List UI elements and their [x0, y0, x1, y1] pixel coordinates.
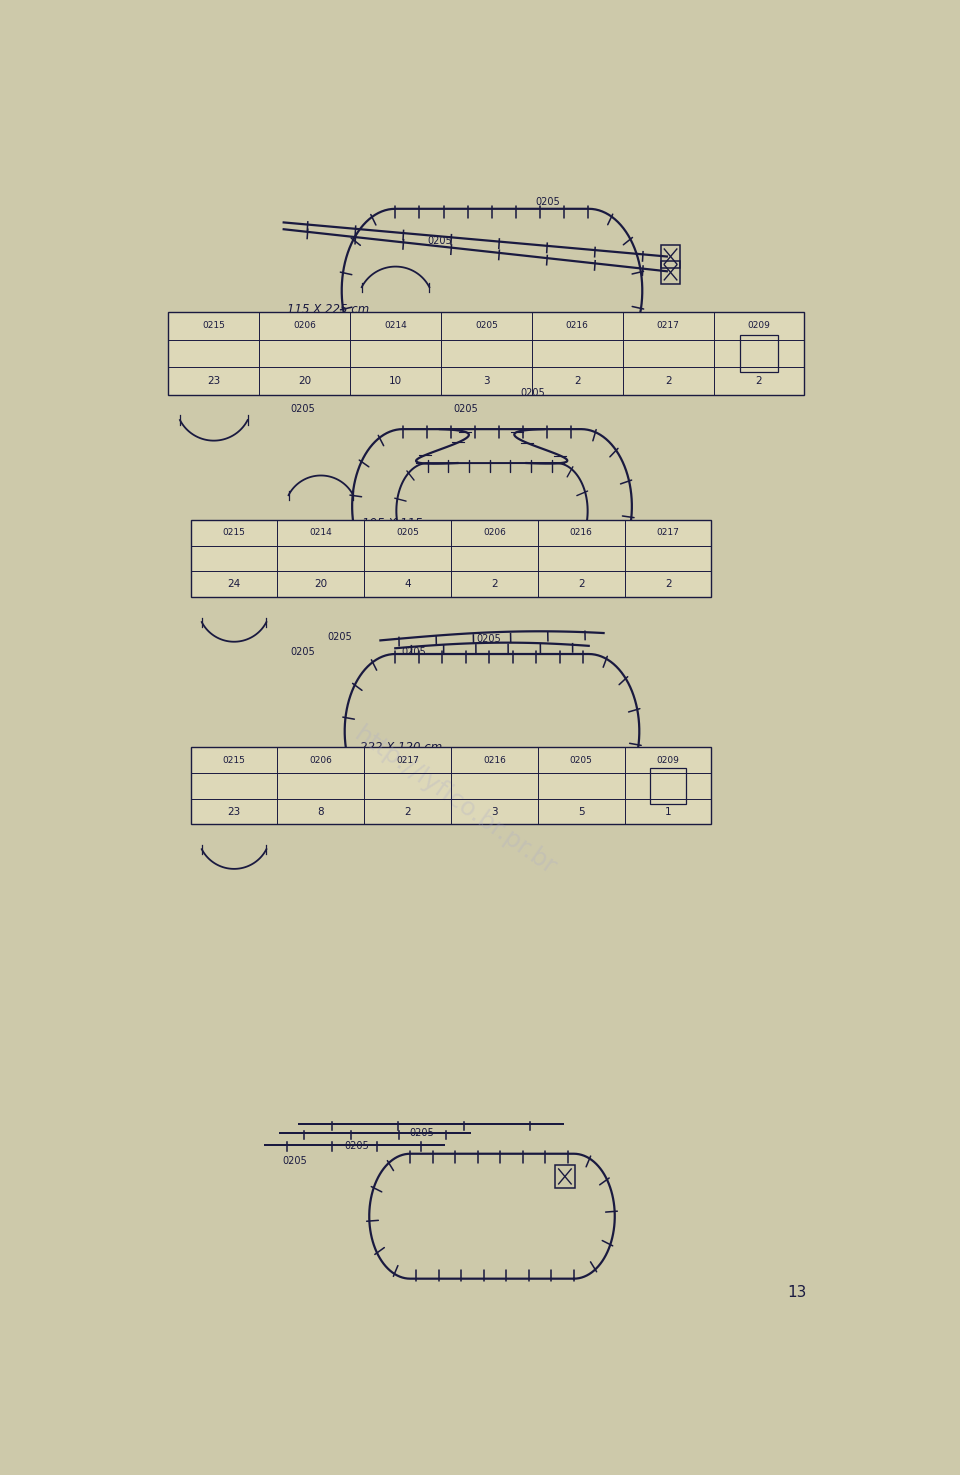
Text: 0209: 0209 [657, 755, 680, 764]
Text: 0206: 0206 [309, 755, 332, 764]
Bar [660, 245, 681, 268]
Text: 0205: 0205 [345, 1140, 369, 1150]
Text: 13: 13 [787, 1285, 806, 1299]
Text: 0205: 0205 [570, 755, 592, 764]
Text: 0205: 0205 [290, 646, 315, 656]
Bar [740, 335, 778, 373]
Bar [555, 1165, 575, 1187]
Bar [660, 261, 681, 283]
Text: 2: 2 [578, 580, 585, 590]
Text: 0205: 0205 [282, 1155, 307, 1165]
Text: 0214: 0214 [384, 322, 407, 330]
Text: 3: 3 [492, 807, 498, 817]
Text: 23: 23 [228, 807, 241, 817]
Text: 2: 2 [665, 376, 671, 386]
Text: 0205: 0205 [453, 404, 478, 413]
Text: 5: 5 [578, 807, 585, 817]
Text: 0206: 0206 [293, 322, 316, 330]
Text: 0205: 0205 [327, 631, 352, 642]
Text: 0209: 0209 [748, 322, 771, 330]
Text: 195 X 115 cm: 195 X 115 cm [362, 516, 444, 530]
Text: 0205: 0205 [475, 322, 498, 330]
Text: 2: 2 [404, 807, 411, 817]
Text: 20: 20 [314, 580, 327, 590]
Text: http://lyfico.br.pr.br: http://lyfico.br.pr.br [349, 723, 561, 881]
Text: 4: 4 [404, 580, 411, 590]
Text: 0205: 0205 [536, 198, 561, 206]
Text: 24: 24 [228, 580, 241, 590]
Text: 115 X 225 cm: 115 X 225 cm [287, 304, 370, 316]
Text: 0205: 0205 [396, 528, 420, 537]
Text: 0205: 0205 [409, 1128, 434, 1139]
Text: 1: 1 [664, 807, 671, 817]
Text: 0214: 0214 [309, 528, 332, 537]
Bar [650, 768, 686, 804]
Text: 23: 23 [207, 376, 221, 386]
Text: 0215: 0215 [203, 322, 226, 330]
Text: 222 X 120 cm.: 222 X 120 cm. [360, 740, 445, 754]
Text: 0206: 0206 [483, 528, 506, 537]
Text: 0205: 0205 [290, 404, 315, 413]
Text: 0205: 0205 [427, 236, 452, 246]
Text: 0216: 0216 [570, 528, 592, 537]
Text: 8: 8 [318, 807, 324, 817]
Text: 0217: 0217 [396, 755, 420, 764]
Text: 2: 2 [664, 580, 671, 590]
Text: 0215: 0215 [223, 755, 246, 764]
Bar [168, 313, 804, 395]
Text: 3: 3 [483, 376, 490, 386]
Text: 2: 2 [574, 376, 581, 386]
Text: 0205: 0205 [401, 646, 426, 656]
Bar [191, 521, 711, 597]
Text: 2: 2 [756, 376, 762, 386]
Text: 2: 2 [492, 580, 498, 590]
Text: 0217: 0217 [657, 528, 680, 537]
Text: 0216: 0216 [483, 755, 506, 764]
Text: 0205: 0205 [520, 388, 545, 398]
Text: 20: 20 [299, 376, 311, 386]
Text: 0217: 0217 [657, 322, 680, 330]
Bar [191, 748, 711, 825]
Text: 10: 10 [389, 376, 402, 386]
Text: 0216: 0216 [565, 322, 588, 330]
Text: 0205: 0205 [476, 634, 501, 645]
Text: 0215: 0215 [223, 528, 246, 537]
